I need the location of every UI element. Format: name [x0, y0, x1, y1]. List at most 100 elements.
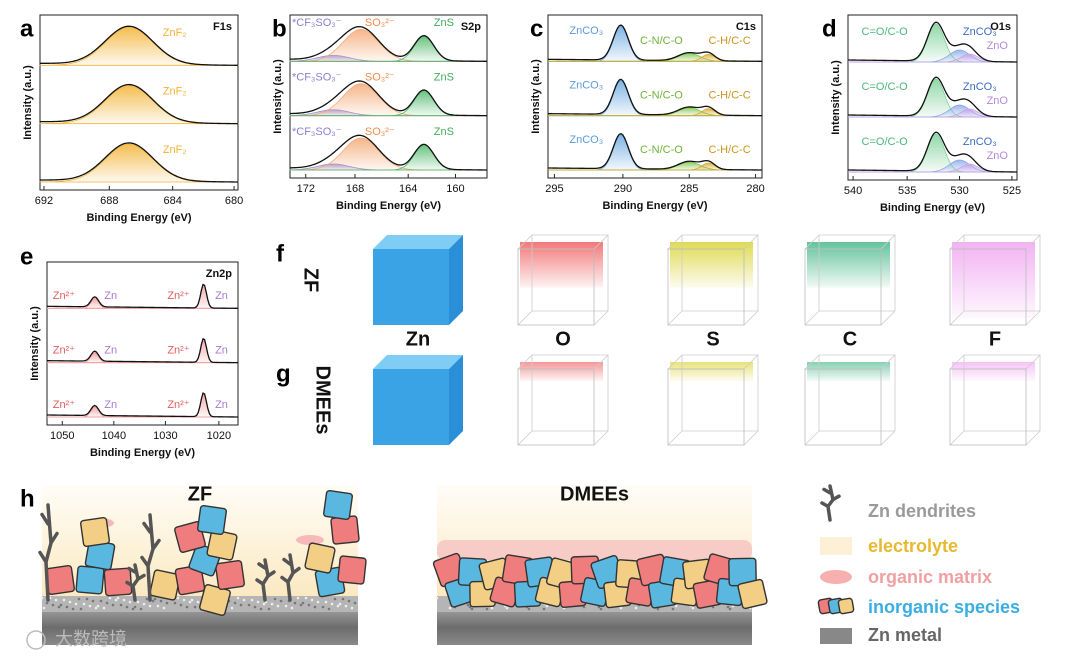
cube-wire	[667, 354, 759, 446]
peak-label: ZnS	[434, 72, 454, 84]
grain	[153, 597, 157, 601]
x-tick-label: 692	[35, 195, 53, 207]
spectrum-envelope	[46, 337, 239, 364]
grain	[505, 606, 509, 610]
grain	[330, 602, 334, 606]
grain	[139, 607, 143, 611]
grain	[88, 604, 92, 608]
inorganic-particle	[737, 578, 768, 610]
grain	[236, 596, 240, 600]
peak-label: C=O/C-O	[862, 26, 909, 38]
x-tick-label: 684	[163, 195, 181, 207]
cube-front	[517, 248, 595, 326]
spectrum-envelope	[547, 24, 763, 62]
grain	[74, 602, 78, 606]
grain	[65, 605, 69, 609]
grain	[182, 598, 186, 602]
zn-dendrite	[125, 563, 146, 602]
grain	[304, 596, 308, 600]
peak-label: C-N/C-O	[640, 35, 683, 47]
grain	[671, 607, 675, 611]
zn-metal	[437, 610, 752, 645]
grain	[293, 601, 297, 605]
cube-cloud	[952, 362, 1035, 381]
panel-letter: e	[20, 243, 33, 270]
grain	[116, 596, 120, 600]
peak-label: C-H/C-C	[709, 90, 751, 102]
x-tick-label: 680	[225, 195, 243, 207]
grain	[91, 599, 95, 603]
grain	[85, 597, 89, 601]
cube-front	[804, 368, 882, 446]
grain	[156, 604, 160, 608]
grain	[353, 601, 357, 605]
peak-label: SO₃²⁻	[365, 126, 395, 138]
panel-letter: f	[276, 240, 285, 267]
legend-text: organic matrix	[868, 567, 992, 587]
grain	[99, 599, 103, 603]
grain	[270, 602, 274, 606]
grain	[136, 600, 140, 604]
plot-frame	[547, 14, 763, 179]
grain	[45, 601, 49, 605]
peak-label: Zn²⁺	[53, 345, 75, 357]
x-tick-label: 172	[297, 183, 315, 195]
legend-text: Zn metal	[868, 625, 942, 645]
inorganic-particle	[837, 597, 855, 615]
y-axis-label: Intensity (a.u.)	[272, 59, 284, 134]
zn-dendrite	[820, 484, 841, 522]
peak-label: SO₃²⁻	[365, 17, 395, 29]
grain	[634, 606, 638, 610]
spectrum-envelope	[289, 80, 488, 117]
cube-cloud	[670, 362, 753, 381]
legend-icon	[820, 570, 852, 584]
grain	[299, 603, 303, 607]
panel-letter: c	[530, 15, 543, 42]
x-axis-label: Binding Energy (eV)	[336, 200, 441, 212]
grain	[545, 604, 549, 608]
grain	[145, 597, 149, 601]
grain	[71, 607, 75, 611]
cube-front	[517, 368, 595, 446]
cube-cloud	[952, 242, 1035, 318]
zn-dendrite	[255, 558, 276, 602]
grain	[40, 596, 44, 600]
x-tick-label: 535	[898, 185, 916, 197]
grain	[114, 598, 118, 602]
spectrum-envelope	[289, 25, 488, 62]
y-axis-label: Intensity (a.u.)	[29, 306, 41, 381]
grain	[119, 603, 123, 607]
peak-label: C-N/C-O	[640, 144, 683, 156]
x-tick-label: 1030	[153, 430, 177, 442]
cube-wire	[804, 354, 896, 446]
grain	[239, 603, 243, 607]
grain	[313, 605, 317, 609]
grain	[542, 607, 546, 611]
grain	[466, 603, 470, 607]
grain	[324, 600, 328, 604]
legend-text: Zn dendrites	[868, 501, 976, 521]
peak-label: ZnCO₃	[963, 81, 997, 93]
grain	[162, 606, 166, 610]
x-tick-label: 688	[100, 195, 118, 207]
legend-text: inorganic species	[868, 597, 1020, 617]
grain	[336, 604, 340, 608]
grain	[59, 603, 63, 607]
grain	[333, 597, 337, 601]
grain	[77, 597, 81, 601]
peak-component	[39, 26, 239, 66]
x-tick-label: 285	[680, 183, 698, 195]
peak-label: ZnF₂	[163, 144, 187, 156]
grain	[321, 605, 325, 609]
cube-top	[373, 235, 463, 249]
spectrum-envelope	[847, 21, 1018, 63]
plot-frame	[847, 14, 1018, 181]
inorganic-particle	[330, 515, 360, 545]
panel-letter: g	[276, 360, 291, 387]
grain	[656, 607, 660, 611]
cube-front	[373, 369, 449, 445]
x-axis-label: Binding Energy (eV)	[86, 212, 191, 224]
cube-front	[949, 368, 1027, 446]
peak-label: *CF₃SO₃⁻	[292, 72, 342, 84]
grain	[619, 606, 623, 610]
